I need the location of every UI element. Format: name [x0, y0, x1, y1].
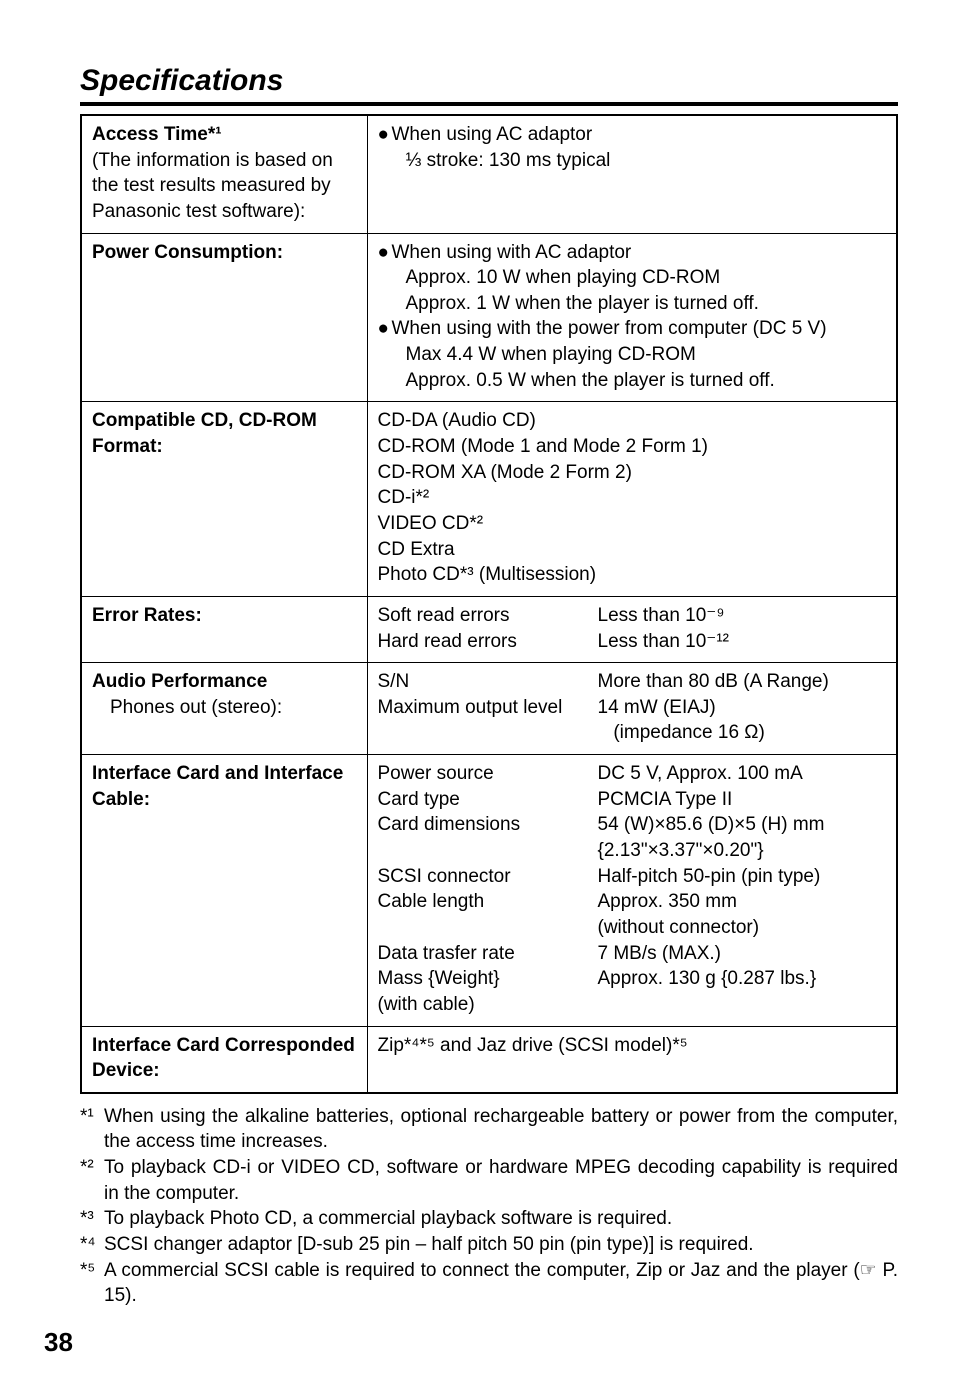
- footnote-marker: *³: [80, 1206, 104, 1232]
- pair-val: [598, 992, 887, 1018]
- pair-key: [378, 720, 598, 746]
- row-value: ●When using with AC adaptor Approx. 10 W…: [367, 233, 897, 402]
- table-row: Access Time*¹ (The information is based …: [81, 115, 897, 233]
- row-value: ●When using AC adaptor ⅓ stroke: 130 ms …: [367, 115, 897, 233]
- value-line: CD-DA (Audio CD): [378, 408, 887, 434]
- footnote-text: When using the alkaline batteries, optio…: [104, 1104, 898, 1155]
- title-rule: [80, 102, 898, 106]
- bullet-icon: ●: [378, 316, 392, 342]
- bullet-icon: ●: [378, 122, 392, 148]
- pair-val: 14 mW (EIAJ): [598, 695, 887, 721]
- row-label: Access Time*¹ (The information is based …: [81, 115, 367, 233]
- label-bold: Audio Performance: [92, 671, 267, 692]
- pair-val: Less than 10⁻⁹: [598, 603, 887, 629]
- table-row: Power Consumption: ●When using with AC a…: [81, 233, 897, 402]
- pair-key: Power source: [378, 761, 598, 787]
- table-row: Compatible CD, CD-ROM Format: CD-DA (Aud…: [81, 402, 897, 596]
- pair-val: {2.13"×3.37"×0.20"}: [598, 838, 887, 864]
- footnote-marker: *⁵: [80, 1258, 104, 1309]
- value-line: VIDEO CD*²: [378, 511, 887, 537]
- pair-val: (impedance 16 Ω): [598, 720, 887, 746]
- pair-key: [378, 838, 598, 864]
- bullet-sub: Max 4.4 W when playing CD-ROM Approx. 0.…: [378, 342, 887, 393]
- table-row: Audio Performance Phones out (stereo): S…: [81, 663, 897, 755]
- footnote-text: To playback CD-i or VIDEO CD, software o…: [104, 1155, 898, 1206]
- pair-key: Data trasfer rate: [378, 941, 598, 967]
- row-label: Interface Card and Interface Cable:: [81, 755, 367, 1026]
- row-value: S/NMore than 80 dB (A Range) Maximum out…: [367, 663, 897, 755]
- footnote: *²To playback CD-i or VIDEO CD, software…: [80, 1155, 898, 1206]
- pair-val: DC 5 V, Approx. 100 mA: [598, 761, 887, 787]
- pair-val: Approx. 350 mm: [598, 889, 887, 915]
- pair-key: Card type: [378, 787, 598, 813]
- spec-table: Access Time*¹ (The information is based …: [80, 114, 898, 1094]
- footnote-text: SCSI changer adaptor [D-sub 25 pin – hal…: [104, 1232, 898, 1258]
- pair-key: Card dimensions: [378, 812, 598, 838]
- footnote: *³To playback Photo CD, a commercial pla…: [80, 1206, 898, 1232]
- label-bold: Error Rates:: [92, 605, 202, 626]
- pair-key: Cable length: [378, 889, 598, 915]
- pair-key: Soft read errors: [378, 603, 598, 629]
- pair-val: PCMCIA Type II: [598, 787, 887, 813]
- pair-key: (with cable): [378, 992, 598, 1018]
- row-label: Compatible CD, CD-ROM Format:: [81, 402, 367, 596]
- table-row: Error Rates: Soft read errorsLess than 1…: [81, 596, 897, 662]
- row-label: Error Rates:: [81, 596, 367, 662]
- footnote-text: To playback Photo CD, a commercial playb…: [104, 1206, 898, 1232]
- footnote: *¹When using the alkaline batteries, opt…: [80, 1104, 898, 1155]
- footnote: *⁴SCSI changer adaptor [D-sub 25 pin – h…: [80, 1232, 898, 1258]
- pair-val: 7 MB/s (MAX.): [598, 941, 887, 967]
- row-label: Power Consumption:: [81, 233, 367, 402]
- value-line: CD-ROM (Mode 1 and Mode 2 Form 1): [378, 434, 887, 460]
- pair-key: SCSI connector: [378, 864, 598, 890]
- bullet-sub: Approx. 10 W when playing CD-ROM Approx.…: [378, 265, 887, 316]
- bullet-text: When using AC adaptor: [392, 124, 593, 145]
- page-title: Specifications: [80, 64, 898, 98]
- footnotes: *¹When using the alkaline batteries, opt…: [80, 1104, 898, 1309]
- bullet-icon: ●: [378, 240, 392, 266]
- value-text: Zip*⁴*⁵ and Jaz drive (SCSI model)*⁵: [378, 1035, 688, 1056]
- footnote-marker: *²: [80, 1155, 104, 1206]
- value-line: Photo CD*³ (Multisession): [378, 562, 887, 588]
- bullet-sub: ⅓ stroke: 130 ms typical: [378, 148, 887, 174]
- label-sub: (The information is based on the test re…: [92, 150, 333, 222]
- value-line: CD Extra: [378, 537, 887, 563]
- pair-val: More than 80 dB (A Range): [598, 669, 887, 695]
- row-label: Audio Performance Phones out (stereo):: [81, 663, 367, 755]
- pair-key: Mass {Weight}: [378, 966, 598, 992]
- row-value: CD-DA (Audio CD) CD-ROM (Mode 1 and Mode…: [367, 402, 897, 596]
- table-row: Interface Card Corresponded Device: Zip*…: [81, 1026, 897, 1093]
- bullet-text: When using with AC adaptor: [392, 242, 632, 263]
- pair-val: Less than 10⁻¹²: [598, 629, 887, 655]
- pair-val: Half-pitch 50-pin (pin type): [598, 864, 887, 890]
- label-bold: Interface Card and Interface Cable:: [92, 763, 343, 810]
- label-bold: Compatible CD, CD-ROM Format:: [92, 410, 317, 457]
- pair-key: S/N: [378, 669, 598, 695]
- footnote-marker: *¹: [80, 1104, 104, 1155]
- value-line: CD-ROM XA (Mode 2 Form 2): [378, 460, 887, 486]
- pair-val: (without connector): [598, 915, 887, 941]
- row-label: Interface Card Corresponded Device:: [81, 1026, 367, 1093]
- footnote-marker: *⁴: [80, 1232, 104, 1258]
- pair-key: Maximum output level: [378, 695, 598, 721]
- row-value: Zip*⁴*⁵ and Jaz drive (SCSI model)*⁵: [367, 1026, 897, 1093]
- pair-val: 54 (W)×85.6 (D)×5 (H) mm: [598, 812, 887, 838]
- table-row: Interface Card and Interface Cable: Powe…: [81, 755, 897, 1026]
- label-bold: Power Consumption:: [92, 242, 283, 263]
- label-sub: Phones out (stereo):: [92, 697, 282, 718]
- label-bold: Access Time*¹: [92, 124, 222, 145]
- label-bold: Interface Card Corresponded Device:: [92, 1035, 355, 1082]
- value-line: CD-i*²: [378, 485, 887, 511]
- footnote: *⁵A commercial SCSI cable is required to…: [80, 1258, 898, 1309]
- page-number: 38: [44, 1327, 898, 1358]
- pair-key: Hard read errors: [378, 629, 598, 655]
- pair-val: Approx. 130 g {0.287 lbs.}: [598, 966, 887, 992]
- bullet-text: When using with the power from computer …: [392, 318, 827, 339]
- row-value: Soft read errorsLess than 10⁻⁹ Hard read…: [367, 596, 897, 662]
- pair-key: [378, 915, 598, 941]
- row-value: Power sourceDC 5 V, Approx. 100 mA Card …: [367, 755, 897, 1026]
- footnote-text: A commercial SCSI cable is required to c…: [104, 1258, 898, 1309]
